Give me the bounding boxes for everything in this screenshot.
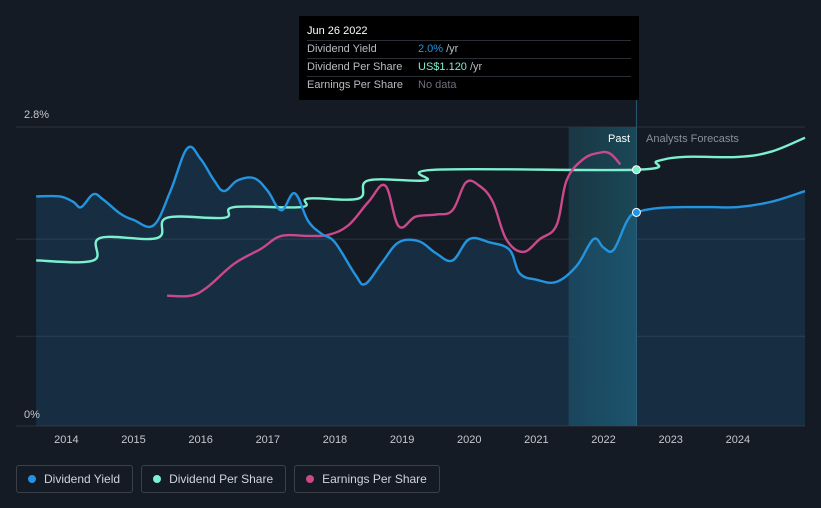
dividend-yield-fill (36, 146, 806, 427)
past-label: Past (608, 133, 630, 145)
past-region (568, 16, 637, 426)
legend: Dividend Yield Dividend Per Share Earnin… (16, 465, 440, 493)
legend-item-dividend-yield[interactable]: Dividend Yield (16, 465, 134, 493)
y-tick-bottom: 0% (24, 409, 40, 421)
tooltip-label: Earnings Per Share (307, 79, 403, 91)
x-tick-label: 2016 (188, 434, 212, 446)
x-tick-label: 2015 (121, 434, 145, 446)
tooltip-value: US$1.120 (418, 61, 467, 73)
x-tick-label: 2022 (591, 434, 615, 446)
x-tick-label: 2018 (323, 434, 347, 446)
legend-dot-icon (28, 475, 36, 483)
tooltip-date: Jun 26 2022 (307, 25, 368, 37)
tooltip-value: 2.0% (418, 43, 444, 55)
y-tick-top: 2.8% (24, 109, 49, 121)
tooltip-row-earnings-per-share: Earnings Per Share No data (307, 76, 631, 94)
x-tick-label: 2021 (524, 434, 548, 446)
legend-item-earnings-per-share[interactable]: Earnings Per Share (294, 465, 440, 493)
dividend-yield-line (36, 145, 806, 286)
past-region-shade (568, 127, 637, 426)
markers (631, 165, 641, 217)
legend-dot-icon (306, 475, 315, 483)
dividend-per-share-marker (631, 165, 641, 175)
series-lines (36, 136, 806, 298)
legend-label: Dividend Yield (44, 472, 121, 486)
dividend-per-share-line (36, 136, 806, 264)
x-tick-label: 2024 (726, 434, 750, 446)
legend-label: Earnings Per Share (322, 472, 427, 486)
x-tick-label: 2014 (54, 434, 78, 446)
tooltip-row-dividend-per-share: Dividend Per Share US$1.120 /yr (307, 58, 631, 76)
legend-item-dividend-per-share[interactable]: Dividend Per Share (141, 465, 287, 493)
x-tick-label: 2020 (457, 434, 481, 446)
tooltip: Jun 26 2022 Dividend Yield 2.0% /yr Divi… (299, 16, 639, 100)
legend-label: Dividend Per Share (169, 472, 274, 486)
axis-ticks: 2014 2015 2016 2017 2018 2019 2020 2021 2022 2023… (54, 434, 750, 446)
forecast-label: Analysts Forecasts (646, 133, 739, 145)
legend-dot-icon (153, 475, 162, 483)
tooltip-label: Dividend Per Share (307, 61, 403, 73)
x-tick-label: 2019 (390, 434, 414, 446)
tooltip-unit: /yr (446, 43, 459, 55)
x-tick-label: 2023 (658, 434, 682, 446)
earnings-per-share-line (167, 150, 622, 298)
dividend-yield-area (36, 146, 806, 427)
x-tick-label: 2017 (256, 434, 280, 446)
dividend-yield-marker (631, 207, 641, 217)
tooltip-unit: /yr (469, 61, 483, 73)
tooltip-row-dividend-yield: Dividend Yield 2.0% /yr (307, 40, 631, 58)
tooltip-label: Dividend Yield (307, 43, 377, 55)
tooltip-value: No data (418, 79, 457, 91)
